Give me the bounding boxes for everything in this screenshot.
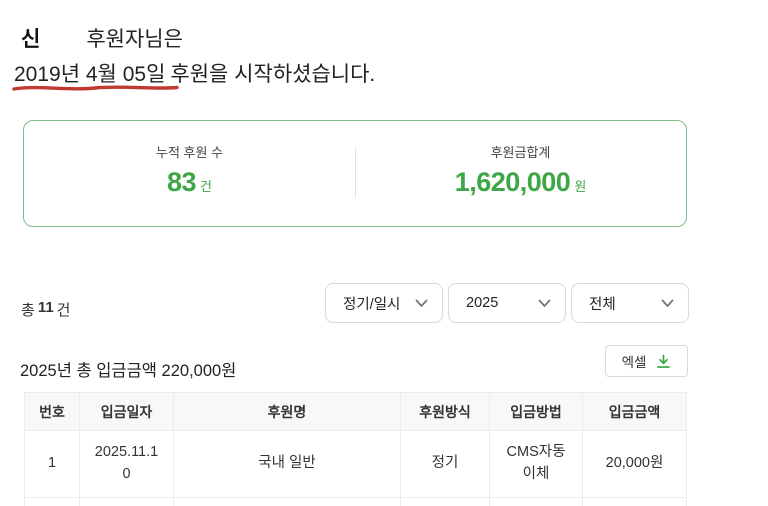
total-prefix: 총	[21, 302, 35, 319]
red-underline-annotation	[12, 85, 179, 91]
chevron-down-icon	[415, 299, 428, 307]
chevron-down-icon	[661, 299, 674, 307]
cumulative-count-stat: 누적 후원 수 83 건	[24, 121, 355, 226]
total-amount-label: 후원금합계	[490, 145, 551, 160]
cumulative-count-value-row: 83 건	[167, 167, 212, 198]
col-header-donation-type: 후원방식	[400, 392, 490, 431]
total-amount-value: 1,620,000	[454, 167, 571, 197]
cell-number: 1	[24, 430, 80, 498]
greeting-line2: 2019년 4월 05일 후원을 시작하셨습니다.	[14, 58, 375, 88]
cell-amount: 20,000원	[582, 430, 687, 498]
cell-donation-name: 국내 일반	[173, 430, 401, 498]
table-row-partial	[24, 497, 687, 506]
table-row: 1 2025.11.10 국내 일반 정기 CMS자동이체 20,000원	[24, 430, 687, 498]
col-header-deposit-date: 입금일자	[79, 392, 174, 431]
chevron-down-icon	[538, 299, 551, 307]
filter-dropdown-scope[interactable]: 전체	[571, 283, 689, 323]
filter-scope-value: 전체	[589, 296, 616, 313]
cell-payment-method: CMS자동이체	[489, 430, 583, 498]
total-amount-value-row: 1,620,000 원	[455, 167, 587, 198]
col-header-donation-name: 후원명	[173, 392, 401, 431]
donation-summary-box: 누적 후원 수 83 건 후원금합계 1,620,000 원	[23, 120, 687, 227]
greeting-line1: 신 후원자님은	[21, 23, 183, 53]
donor-name-initial: 신	[21, 28, 41, 51]
cell-deposit-date: 2025.11.10	[79, 430, 174, 498]
greeting-honorific: 후원자님은	[86, 28, 183, 51]
filter-year-value: 2025	[466, 295, 499, 311]
total-amount-stat: 후원금합계 1,620,000 원	[355, 121, 686, 226]
cumulative-count-label: 누적 후원 수	[155, 145, 224, 160]
total-unit: 건	[56, 302, 71, 319]
table-header-row: 번호 입금일자 후원명 후원방식 입금방법 입금금액	[24, 392, 687, 431]
list-total-count: 총 11 건	[21, 299, 70, 320]
year-total-amount: 2025년 총 입금금액 220,000원	[20, 362, 237, 380]
cumulative-count-value: 83	[166, 167, 197, 197]
filter-dropdown-year[interactable]: 2025	[448, 283, 566, 323]
cell-donation-type: 정기	[400, 430, 490, 498]
filter-type-value: 정기/일시	[343, 296, 401, 313]
download-icon	[657, 354, 671, 368]
col-header-number: 번호	[24, 392, 80, 431]
excel-button-label: 엑셀	[621, 355, 647, 370]
col-header-payment-method: 입금방법	[489, 392, 583, 431]
excel-download-button[interactable]: 엑셀	[605, 345, 688, 377]
donation-history-table: 번호 입금일자 후원명 후원방식 입금방법 입금금액 1 2025.11.10 …	[24, 392, 687, 506]
col-header-amount: 입금금액	[582, 392, 687, 431]
cumulative-count-unit: 건	[200, 179, 212, 194]
donation-start-date: 2019년 4월 05일	[14, 63, 166, 86]
greeting-rest: 후원을 시작하셨습니다.	[170, 63, 376, 86]
stats-divider	[355, 148, 356, 198]
total-count-number: 11	[37, 299, 54, 316]
filter-dropdown-type[interactable]: 정기/일시	[325, 283, 443, 323]
total-amount-unit: 원	[574, 179, 587, 194]
